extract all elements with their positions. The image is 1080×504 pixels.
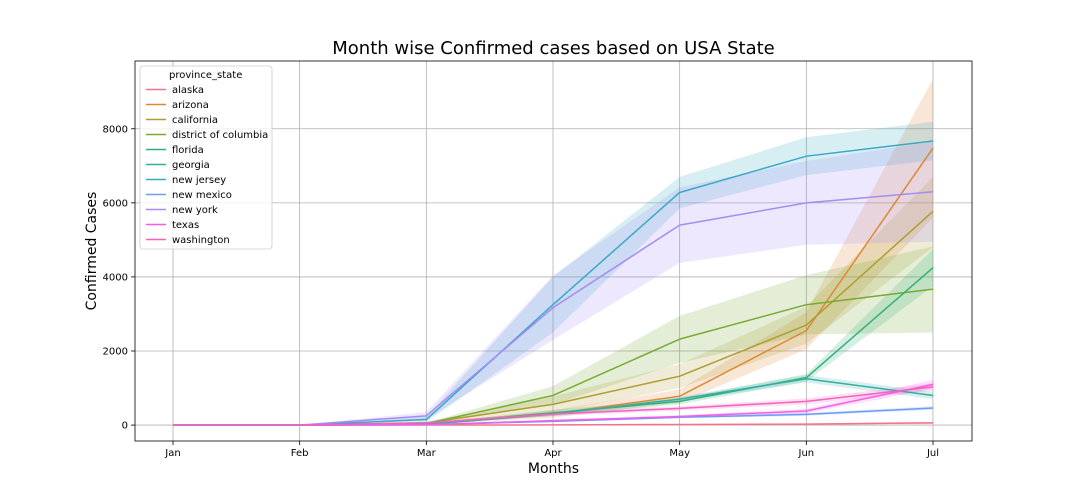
legend-title: province_state — [169, 70, 242, 81]
legend-label-district-of-columbia: district of columbia — [172, 130, 268, 141]
legend-items: alaska arizona california district of colum… — [146, 85, 268, 246]
legend-item-georgia: georgia — [146, 160, 210, 171]
legend-item-florida: florida — [146, 145, 204, 156]
x-tick-label-feb: Feb — [291, 448, 309, 459]
legend-label-new-york: new york — [172, 205, 218, 216]
x-tick-label-jun: Jun — [798, 448, 815, 459]
legend-item-new-york: new york — [146, 205, 218, 216]
series-line-washington — [173, 386, 934, 426]
x-tick-label-jan: Jan — [164, 448, 180, 459]
plot-area-frame — [134, 60, 973, 442]
y-tick-label-4000: 4000 — [103, 272, 128, 283]
legend-item-alaska: alaska — [146, 85, 204, 96]
legend-label-california: california — [172, 115, 218, 126]
gridlines — [135, 61, 972, 441]
y-axis-label: Confirmed Cases — [84, 192, 100, 311]
legend-label-washington: washington — [172, 235, 230, 246]
confidence-band-washington — [173, 383, 933, 426]
x-tick-label-may: May — [669, 448, 690, 459]
legend-item-texas: texas — [146, 220, 199, 231]
legend-box — [139, 65, 273, 250]
legend-label-texas: texas — [172, 220, 199, 231]
y-tick-label-2000: 2000 — [103, 347, 128, 358]
confidence-band-new-jersey — [173, 121, 933, 426]
confidence-band-new-york — [173, 141, 933, 426]
legend-item-arizona: arizona — [146, 100, 209, 111]
x-tick-label-mar: Mar — [417, 448, 437, 459]
legend-item-district-of-columbia: district of columbia — [146, 130, 268, 141]
y-tick-label-0: 0 — [122, 421, 128, 432]
legend-item-new-mexico: new mexico — [146, 190, 232, 201]
legend-label-alaska: alaska — [172, 85, 204, 96]
legend-label-new-mexico: new mexico — [172, 190, 232, 201]
axis-ticks: Jan Feb Mar Apr May Jun Jul 0 2000 4000 6000 8000 — [103, 124, 939, 459]
legend-item-new-jersey: new jersey — [146, 175, 226, 186]
legend-label-florida: florida — [172, 145, 204, 156]
x-tick-label-jul: Jul — [926, 448, 939, 459]
series-lines — [172, 140, 934, 426]
legend-label-georgia: georgia — [172, 160, 210, 171]
chart-title: Month wise Confirmed cases based on USA … — [332, 38, 775, 59]
confidence-band-georgia — [173, 375, 933, 426]
legend: province_state alaska arizona california di… — [139, 65, 273, 250]
legend-item-washington: washington — [146, 235, 230, 246]
legend-label-arizona: arizona — [172, 100, 209, 111]
y-tick-label-8000: 8000 — [103, 124, 128, 135]
legend-label-new-jersey: new jersey — [172, 175, 226, 186]
legend-item-california: california — [146, 115, 218, 126]
x-tick-label-apr: Apr — [544, 448, 562, 459]
y-tick-label-6000: 6000 — [103, 198, 128, 209]
x-axis-label: Months — [528, 461, 579, 477]
